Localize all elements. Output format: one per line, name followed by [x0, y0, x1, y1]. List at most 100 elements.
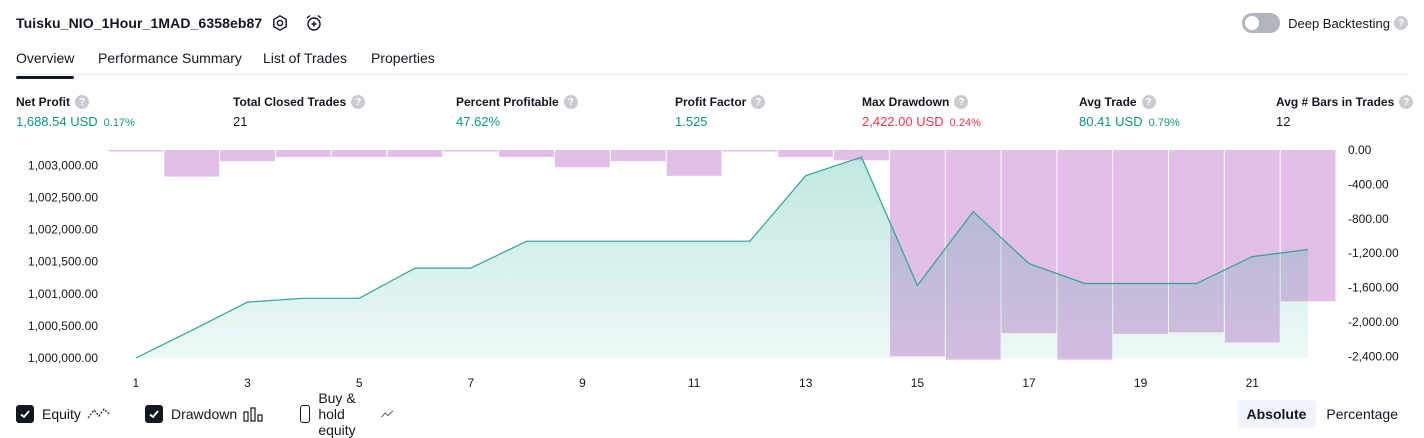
deep-backtesting-label: Deep Backtesting: [1288, 15, 1390, 31]
right-axis-tick-label: -2,000.00: [1348, 315, 1399, 329]
gear-icon[interactable]: [270, 13, 290, 33]
drawdown-bar: [778, 150, 834, 157]
stat-profit-factor: Profit Factor? 1.525: [675, 94, 766, 129]
drawdown-bar: [331, 150, 387, 157]
absolute-button[interactable]: Absolute: [1236, 400, 1317, 428]
legend-label: Equity: [42, 406, 81, 422]
x-axis-tick-label: 11: [688, 376, 701, 390]
stat-percent-profitable: Percent Profitable? 47.62%: [456, 94, 578, 129]
right-axis-tick-label: -400.00: [1348, 177, 1389, 191]
stat-value: 2,422.00 USD: [862, 114, 944, 129]
stat-label: Net Profit: [16, 95, 70, 109]
stat-label: Percent Profitable: [456, 95, 559, 109]
equity-drawdown-chart: 1,000,000.00 1,000,500.00 1,001,000.00 1,00…: [28, 143, 1399, 390]
stat-percent: 0.24%: [949, 117, 981, 129]
stat-label: Max Drawdown: [862, 95, 950, 109]
info-icon[interactable]: ?: [954, 95, 969, 109]
info-icon[interactable]: ?: [75, 95, 89, 109]
drawdown-checkbox[interactable]: [145, 405, 163, 423]
x-axis-tick-label: 17: [1022, 376, 1036, 390]
x-axis-tick-label: 9: [579, 376, 586, 390]
legend-label: Drawdown: [171, 406, 238, 422]
stat-label: Avg Trade: [1079, 95, 1137, 109]
drawdown-bar: [666, 150, 722, 176]
legend-equity[interactable]: Equity: [16, 404, 111, 424]
stat-percent: 0.79%: [1148, 117, 1180, 129]
x-axis-tick-label: 13: [799, 376, 813, 390]
stat-label: Total Closed Trades: [233, 95, 347, 109]
drawdown-bar: [610, 150, 666, 162]
report-tabs: Overview Performance Summary List of Tra…: [16, 46, 1408, 79]
drawdown-bar: [443, 150, 499, 152]
tab-performance-summary[interactable]: Performance Summary: [98, 50, 242, 66]
x-axis-tick-label: 15: [911, 376, 925, 390]
legend-label: Buy & hold equity: [318, 390, 356, 438]
info-icon[interactable]: ?: [751, 95, 766, 109]
help-icon[interactable]: ?: [1394, 16, 1408, 30]
x-axis-tick-label: 5: [356, 376, 363, 390]
stat-value: 80.41 USD: [1079, 114, 1143, 129]
drawdown-bar: [276, 150, 331, 157]
right-axis-tick-label: -800.00: [1348, 212, 1389, 226]
stat-max-drawdown: Max Drawdown? 2,422.00 USD 0.24%: [862, 94, 981, 129]
left-axis-tick-label: 1,000,000.00: [28, 351, 98, 365]
info-icon[interactable]: ?: [1141, 95, 1156, 109]
drawdown-bars-icon: [243, 407, 263, 422]
right-axis-tick-label: -1,200.00: [1348, 246, 1399, 260]
right-axis-tick-label: -2,400.00: [1348, 349, 1399, 363]
left-axis-tick-label: 1,000,500.00: [28, 319, 98, 333]
left-axis-tick-label: 1,002,500.00: [28, 191, 98, 205]
legend-buy-hold-equity[interactable]: Buy & hold equity: [300, 390, 394, 438]
left-axis-tick-label: 1,001,000.00: [28, 287, 98, 301]
stat-value: 1.525: [675, 114, 708, 129]
left-axis-tick-label: 1,003,000.00: [28, 158, 98, 172]
stat-label: Avg # Bars in Trades: [1276, 95, 1395, 109]
strategy-title: Tuisku_NIO_1Hour_1MAD_6358eb87: [16, 15, 263, 31]
tab-list-of-trades[interactable]: List of Trades: [263, 50, 348, 66]
left-axis-tick-label: 1,001,500.00: [28, 255, 98, 269]
stat-net-profit: Net Profit? 1,688.54 USD 0.17%: [16, 94, 135, 129]
info-icon[interactable]: ?: [563, 95, 578, 109]
left-axis-tick-label: 1,002,000.00: [28, 223, 98, 237]
stat-avg-trade: Avg Trade? 80.41 USD 0.79%: [1079, 94, 1180, 129]
tab-properties[interactable]: Properties: [371, 50, 435, 66]
drawdown-bar: [834, 150, 889, 161]
stat-value: 47.62%: [456, 114, 501, 129]
stat-value: 1,688.54 USD: [16, 114, 98, 129]
view-mode-switch: Absolute Percentage: [1236, 400, 1409, 428]
equity-line-icon: [87, 408, 111, 419]
right-axis-tick-label: -1,600.00: [1348, 281, 1399, 295]
stat-value: 21: [233, 114, 248, 129]
percentage-button[interactable]: Percentage: [1326, 406, 1398, 422]
stat-total-closed-trades: Total Closed Trades? 21: [233, 94, 366, 129]
x-axis-tick-label: 19: [1134, 376, 1148, 390]
info-icon[interactable]: ?: [1399, 95, 1414, 109]
x-axis-tick-label: 1: [133, 376, 140, 390]
buy-hold-checkbox[interactable]: [300, 405, 311, 423]
drawdown-bar: [499, 150, 554, 157]
drawdown-bar: [387, 150, 443, 157]
stat-avg-bars-in-trades: Avg # Bars in Trades? 12: [1276, 94, 1414, 129]
drawdown-bar: [555, 150, 610, 168]
x-axis-tick-label: 7: [467, 376, 474, 390]
stat-value: 12: [1276, 114, 1291, 129]
deep-backtesting: Deep Backtesting ?: [1242, 13, 1408, 33]
deep-backtesting-toggle[interactable]: [1242, 13, 1281, 33]
drawdown-bar: [722, 150, 778, 152]
buy-hold-line-icon: [381, 410, 394, 418]
drawdown-bar: [108, 150, 164, 152]
drawdown-bar: [164, 150, 220, 177]
x-axis-tick-label: 3: [244, 376, 251, 390]
info-icon[interactable]: ?: [351, 95, 366, 109]
stat-percent: 0.17%: [103, 117, 135, 129]
tab-overview[interactable]: Overview: [16, 50, 75, 79]
strategy-header: Tuisku_NIO_1Hour_1MAD_6358eb87 Deep Back…: [16, 0, 1408, 46]
equity-area: [135, 157, 1309, 358]
equity-checkbox[interactable]: [16, 405, 34, 423]
x-axis-tick-label: 21: [1246, 376, 1260, 390]
alarm-clock-plus-icon[interactable]: [304, 13, 324, 33]
right-axis-tick-label: 0.00: [1348, 143, 1372, 157]
stat-label: Profit Factor: [675, 95, 747, 109]
drawdown-bar: [220, 150, 275, 162]
legend-drawdown[interactable]: Drawdown: [145, 404, 265, 424]
